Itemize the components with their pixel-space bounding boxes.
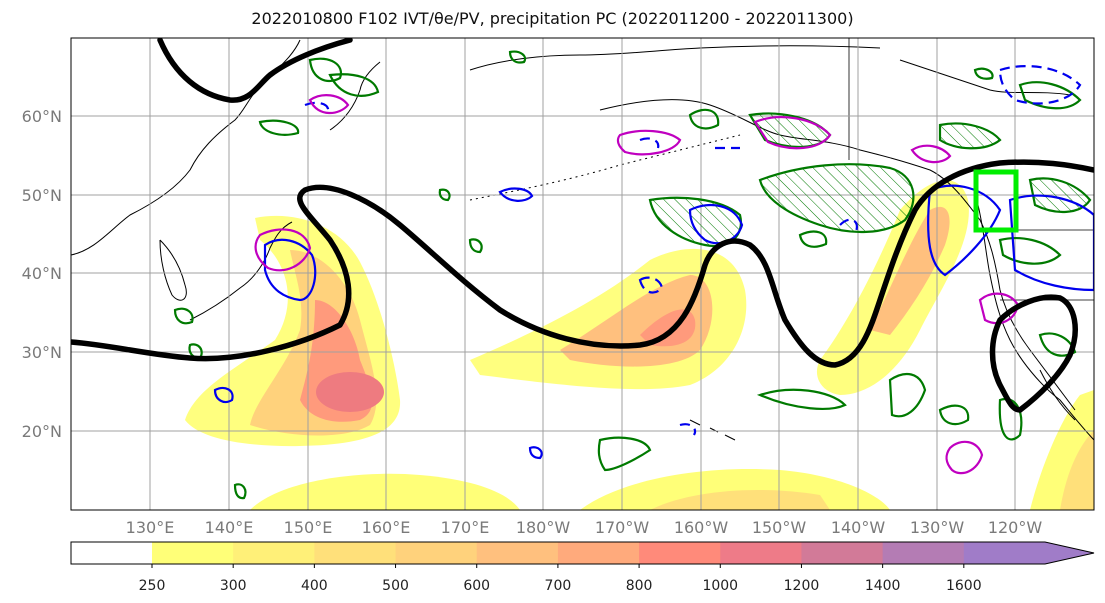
colorbar-segment bbox=[476, 542, 559, 564]
colorbar-segments bbox=[152, 542, 1046, 564]
lon-label: 140°E bbox=[205, 518, 254, 537]
kamchatka bbox=[329, 61, 381, 131]
map-title: 2022010800 F102 IVT/θe/PV, precipitation… bbox=[251, 9, 854, 28]
colorbar-segment bbox=[963, 542, 1046, 564]
lon-label: 130°W bbox=[910, 518, 965, 537]
lon-label: 150°W bbox=[752, 518, 807, 537]
map-frame bbox=[70, 37, 1095, 511]
colorbar-tick-label: 1200 bbox=[784, 578, 820, 594]
colorbar-segment bbox=[314, 542, 397, 564]
colorbar-segment-below bbox=[71, 542, 152, 564]
lon-label: 180°W bbox=[516, 518, 571, 537]
graticule bbox=[71, 38, 1094, 510]
colorbar-tick-label: 600 bbox=[463, 578, 490, 594]
target-region-box bbox=[973, 169, 1019, 233]
lat-labels: 60°N 50°N 40°N 30°N 20°N bbox=[22, 107, 62, 441]
colorbar-segment bbox=[801, 542, 884, 564]
canada-coast bbox=[899, 59, 1071, 96]
colorbar-tick-label: 250 bbox=[139, 578, 166, 594]
colorbar-tick-label: 1400 bbox=[865, 578, 901, 594]
lat-label: 60°N bbox=[22, 107, 62, 126]
baja-california bbox=[1039, 369, 1076, 421]
lon-labels: 130°E 140°E 150°E 160°E 170°E 180°W 170°… bbox=[126, 518, 1043, 537]
ivt-band-south bbox=[250, 390, 1094, 510]
lat-label: 20°N bbox=[22, 422, 62, 441]
colorbar-tick-label: 500 bbox=[382, 578, 409, 594]
colorbar-tick-label: 1600 bbox=[946, 578, 982, 594]
colorbar-segment bbox=[639, 542, 721, 564]
arctic-coast bbox=[469, 45, 881, 71]
lon-label: 170°W bbox=[595, 518, 650, 537]
colorbar-tick-label: 400 bbox=[301, 578, 328, 594]
colorbar-segment bbox=[233, 542, 315, 564]
pv-positive-contours bbox=[213, 65, 1094, 460]
us-west-coast bbox=[977, 204, 1094, 441]
colorbar-segment bbox=[152, 542, 234, 564]
theta-e-contour bbox=[71, 38, 1094, 413]
lon-label: 160°W bbox=[674, 518, 729, 537]
colorbar-extend-arrow bbox=[1045, 542, 1094, 564]
korea-peninsula bbox=[159, 239, 187, 301]
colorbar-tick-label: 300 bbox=[220, 578, 247, 594]
lon-label: 160°E bbox=[362, 518, 411, 537]
japan-islands bbox=[189, 221, 293, 321]
colorbar-segment bbox=[882, 542, 965, 564]
lon-label: 170°E bbox=[441, 518, 490, 537]
colorbar-frame bbox=[70, 541, 1095, 565]
lon-label: 140°W bbox=[831, 518, 886, 537]
lat-label: 50°N bbox=[22, 186, 62, 205]
lon-label: 150°E bbox=[284, 518, 333, 537]
lat-label: 30°N bbox=[22, 343, 62, 362]
map-panel bbox=[71, 38, 1094, 510]
alaska-coast bbox=[599, 99, 1076, 411]
lon-label: 120°W bbox=[988, 518, 1043, 537]
colorbar-ticks: 250 300 400 500 600 700 800 1000 1200 1400 1600 bbox=[139, 564, 982, 594]
colorbar-tick-label: 800 bbox=[626, 578, 653, 594]
colorbar-tick-label: 700 bbox=[545, 578, 572, 594]
lon-label: 130°E bbox=[126, 518, 175, 537]
lat-label: 40°N bbox=[22, 264, 62, 283]
colorbar-segment bbox=[395, 542, 478, 564]
colorbar-segment bbox=[720, 542, 802, 564]
precip-pc-contours bbox=[173, 50, 1092, 500]
colorbar: 250 300 400 500 600 700 800 1000 1200 1400 1600 bbox=[70, 541, 1095, 594]
colorbar-segment bbox=[557, 542, 640, 564]
colorbar-tick-label: 1000 bbox=[702, 578, 738, 594]
